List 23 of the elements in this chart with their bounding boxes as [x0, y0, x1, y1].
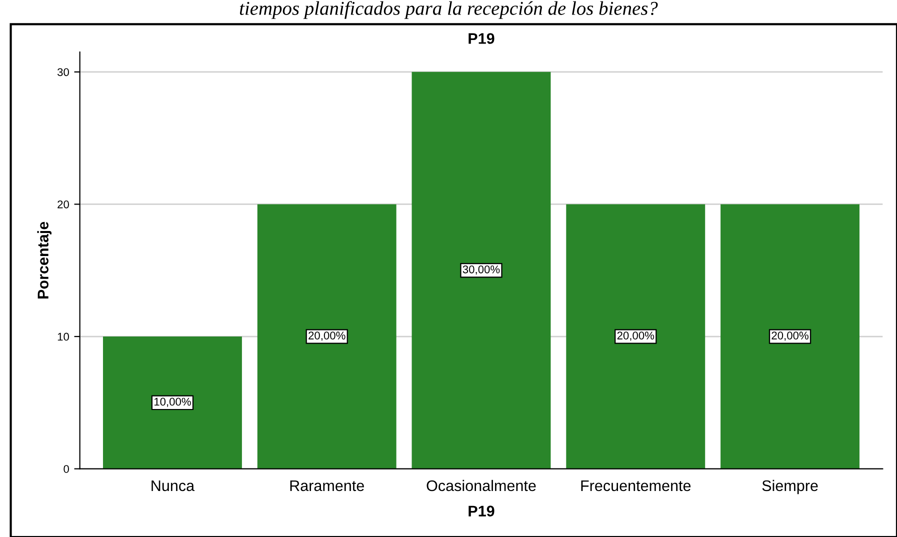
y-tick-label: 10	[58, 332, 69, 341]
data-label: 20,00%	[617, 332, 654, 341]
data-label: 10,00%	[154, 398, 191, 407]
x-tick-label: Nunca	[152, 480, 195, 492]
x-tick-label: Siempre	[762, 480, 818, 494]
x-tick-label: Frecuentemente	[581, 480, 691, 492]
chart-title: P19	[468, 33, 494, 44]
x-tick-label: Ocasionalmente	[426, 480, 536, 492]
x-axis-title: P19	[468, 506, 494, 516]
data-label: 20,00%	[308, 332, 346, 341]
data-label: 30,00%	[462, 265, 500, 275]
text: tiempos planificados para la recepción de los bienes?	[240, 1, 658, 19]
bar	[102, 336, 242, 469]
bar	[720, 204, 860, 469]
y-tick-label: 0	[64, 465, 69, 473]
bar	[566, 204, 706, 469]
y-axis-title: Porcentaje	[37, 222, 52, 298]
y-tick-label: 20	[58, 200, 69, 208]
bar	[257, 204, 396, 469]
bar	[412, 72, 551, 469]
x-tick-label: Raramente	[290, 480, 364, 492]
data-label: 20,00%	[772, 332, 808, 341]
y-tick-label: 30	[57, 68, 69, 76]
